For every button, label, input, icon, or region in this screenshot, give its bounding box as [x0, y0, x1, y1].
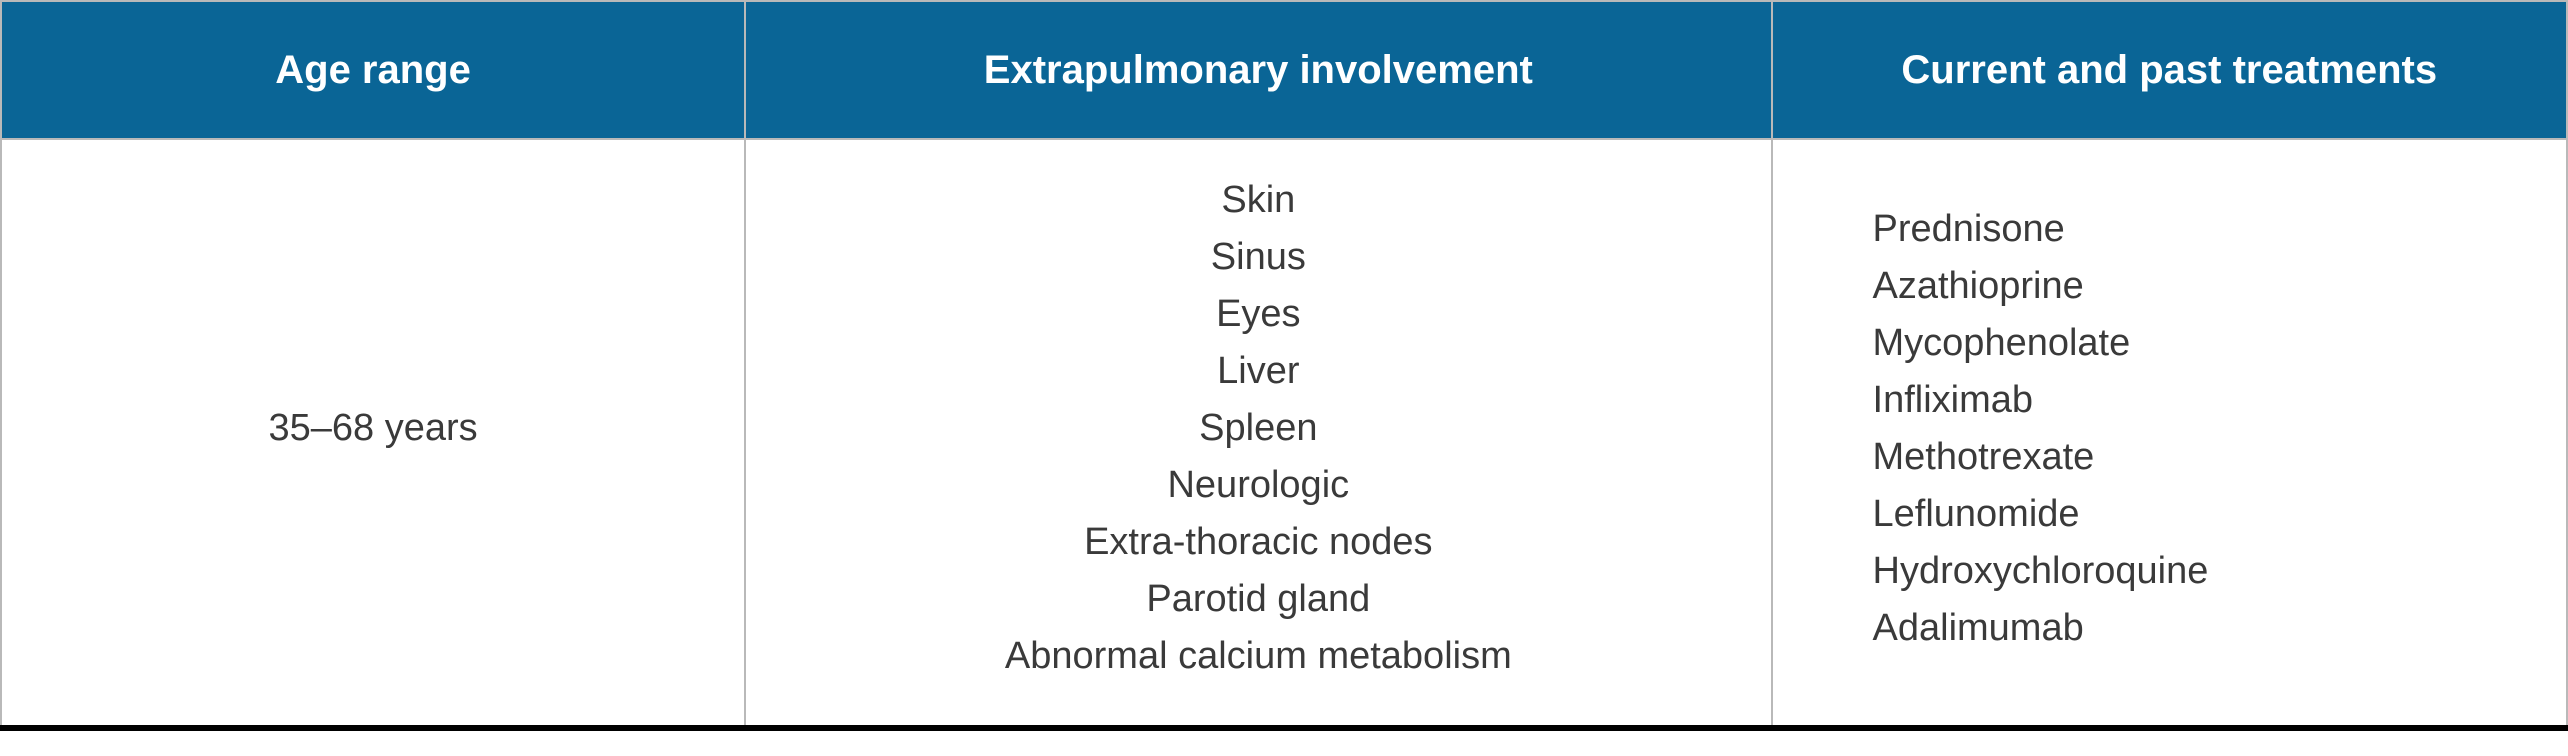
list-item: Spleen	[1199, 400, 1317, 457]
column-header-treatments: Current and past treatments	[1772, 1, 2567, 139]
list-item: Sinus	[1211, 229, 1306, 286]
list-item: Azathioprine	[1873, 258, 2084, 315]
list-item: Parotid gland	[1146, 571, 1370, 628]
table-container: Age range Extrapulmonary involvement Cur…	[0, 0, 2568, 731]
list-item: Hydroxychloroquine	[1873, 543, 2209, 600]
column-header-extrapulmonary: Extrapulmonary involvement	[745, 1, 1771, 139]
table-row: 35–68 years Skin Sinus Eyes Liver Spleen…	[1, 139, 2567, 728]
column-header-age-range: Age range	[1, 1, 745, 139]
list-item: Neurologic	[1167, 457, 1349, 514]
table-header-row: Age range Extrapulmonary involvement Cur…	[1, 1, 2567, 139]
list-item: Mycophenolate	[1873, 315, 2131, 372]
list-item: Abnormal calcium metabolism	[1005, 628, 1512, 685]
treatments-list: Prednisone Azathioprine Mycophenolate In…	[1813, 201, 2526, 657]
list-item: Leflunomide	[1873, 486, 2080, 543]
cell-extrapulmonary: Skin Sinus Eyes Liver Spleen Neurologic …	[745, 139, 1771, 728]
cell-treatments: Prednisone Azathioprine Mycophenolate In…	[1772, 139, 2567, 728]
list-item: Extra-thoracic nodes	[1084, 514, 1433, 571]
list-item: Prednisone	[1873, 201, 2065, 258]
list-item: Eyes	[1216, 286, 1300, 343]
list-item: Skin	[1221, 172, 1295, 229]
cell-age-range: 35–68 years	[1, 139, 745, 728]
extrapulmonary-list: Skin Sinus Eyes Liver Spleen Neurologic …	[786, 172, 1730, 685]
list-item: Liver	[1217, 343, 1299, 400]
list-item: Infliximab	[1873, 372, 2034, 429]
age-range-value: 35–68 years	[268, 407, 477, 449]
clinical-table: Age range Extrapulmonary involvement Cur…	[0, 0, 2568, 731]
list-item: Methotrexate	[1873, 429, 2095, 486]
list-item: Adalimumab	[1873, 600, 2084, 657]
